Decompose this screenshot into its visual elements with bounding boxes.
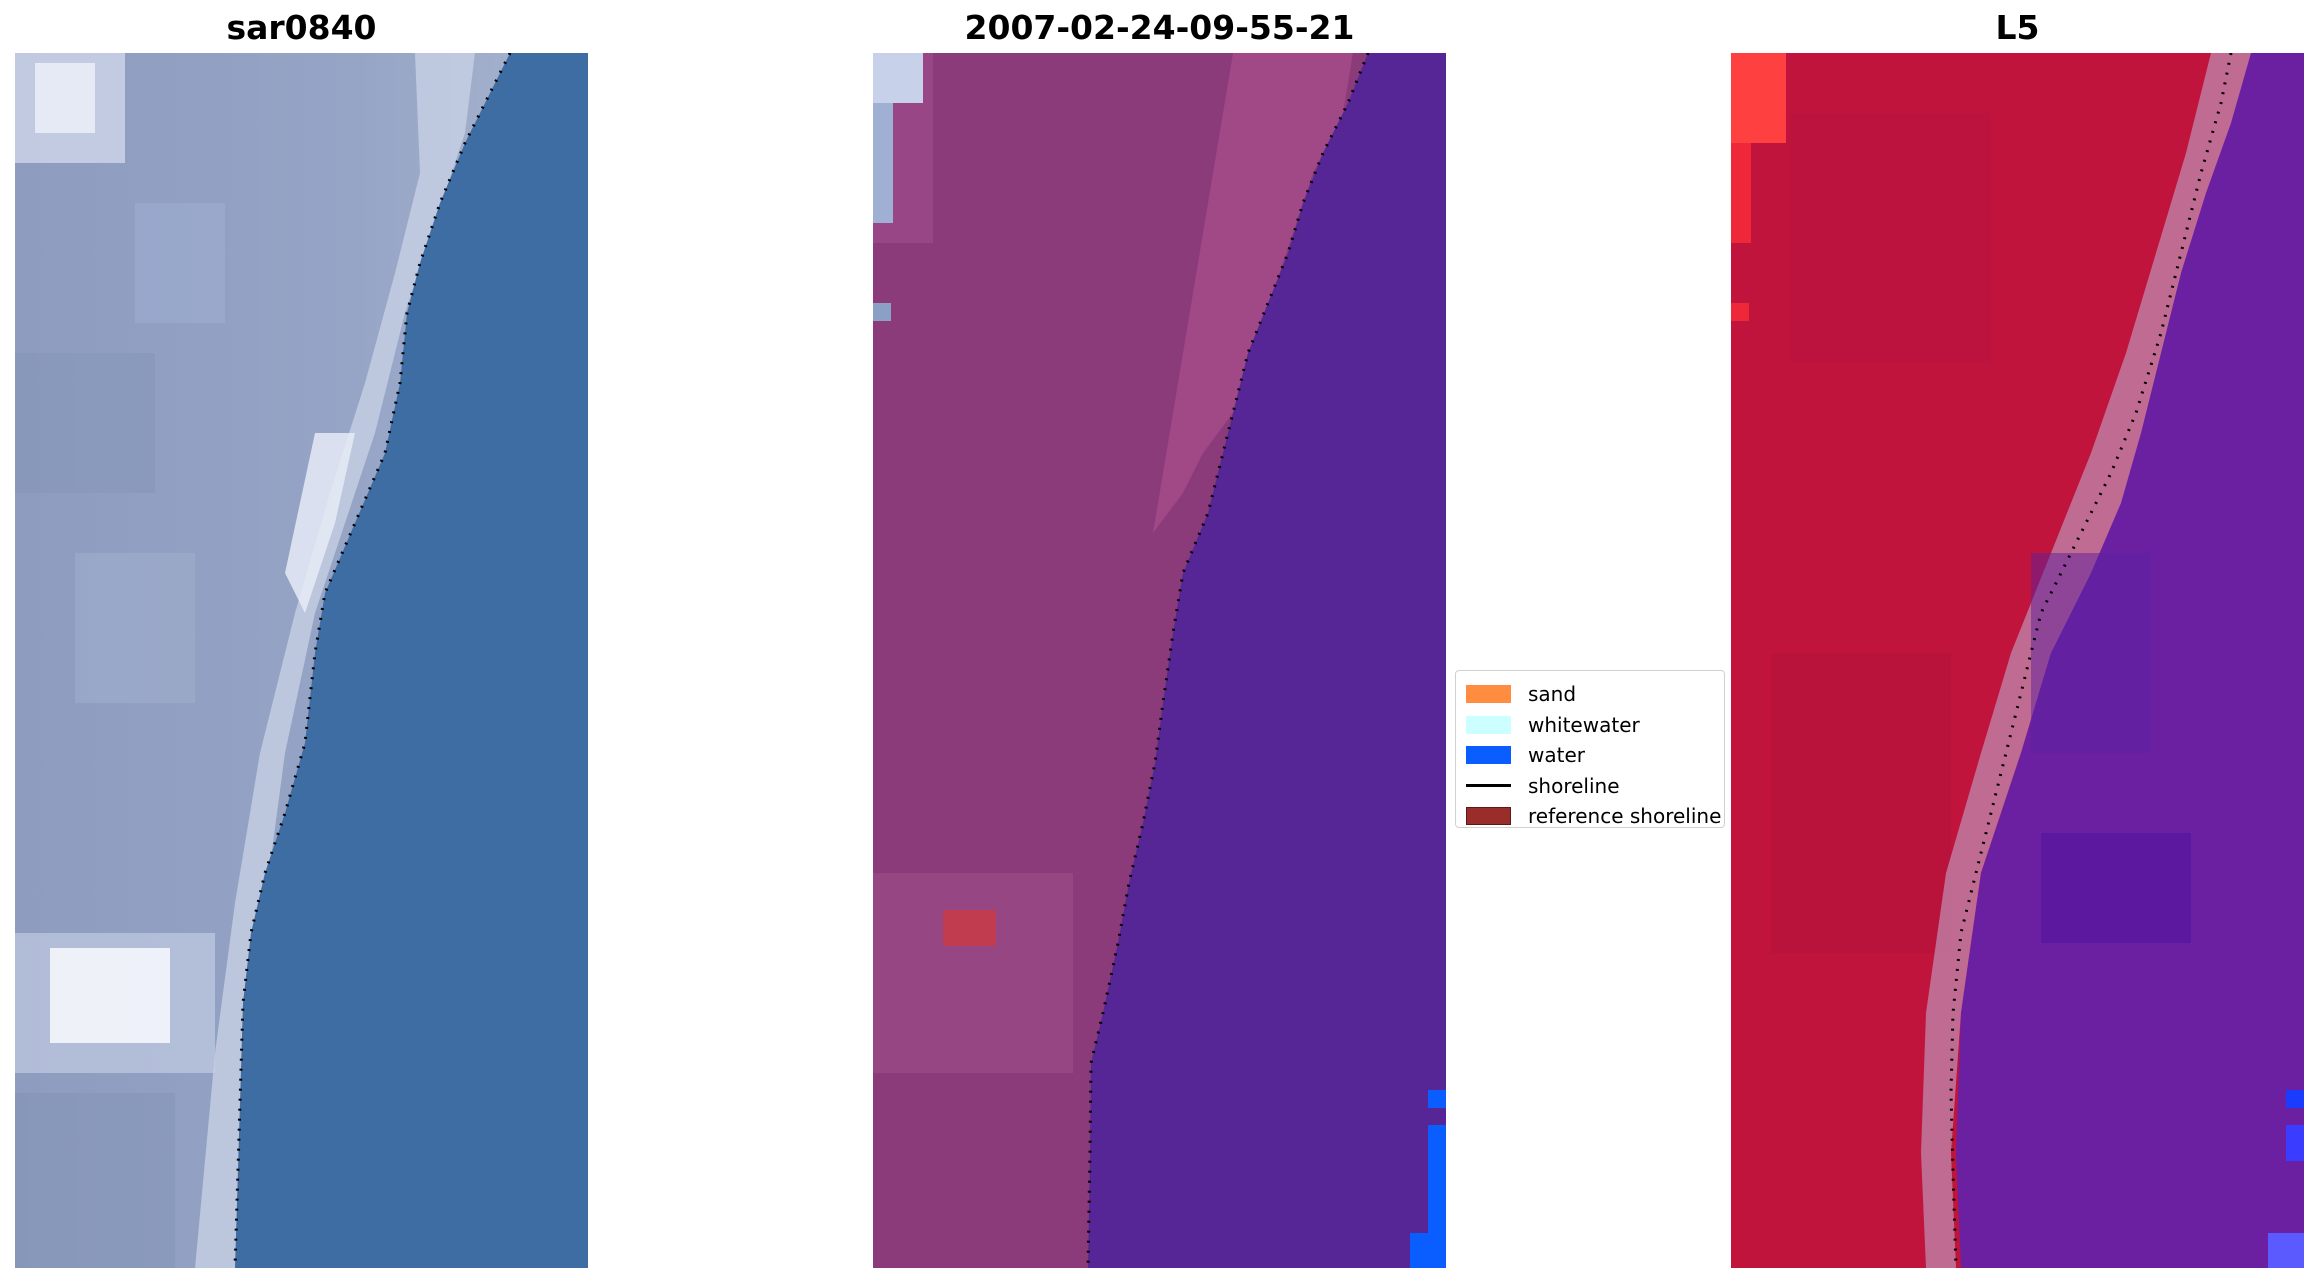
index-image [1731,53,2304,1268]
legend-label: reference shoreline [1528,804,1722,829]
shoreline-swatch [1466,784,1511,788]
legend-item-shoreline: shoreline [1466,771,1724,802]
whitewater-swatch [1466,715,1511,734]
sand-swatch [1466,685,1511,704]
panel-title-rgb: sar0840 [226,8,377,47]
legend-item-sand: sand [1466,679,1724,710]
legend-item-whitewater: whitewater [1466,710,1724,741]
shoreline-trace [1949,53,2233,1268]
legend-item-water: water [1466,740,1724,771]
panel-title-ndwi: L5 [1995,8,2040,47]
legend-label: sand [1528,682,1577,707]
rgb-image-panel [15,53,588,1268]
shoreline-trace [1086,53,1370,1268]
water-swatch [1466,746,1511,765]
classified-image-panel [873,53,1446,1268]
sand-patch [943,910,996,946]
classified-image [873,53,1446,1268]
index-image-panel [1731,53,2304,1268]
legend-label: whitewater [1528,712,1640,737]
legend-item-reference-shoreline: reference shoreline [1466,801,1724,832]
legend: sand whitewater water shoreline referenc… [1455,670,1725,828]
panel-title-classified: 2007-02-24-09-55-21 [964,8,1355,47]
legend-label: shoreline [1528,773,1620,798]
reference-shoreline-swatch [1466,807,1511,826]
legend-label: water [1528,743,1585,768]
rgb-image [15,53,588,1268]
